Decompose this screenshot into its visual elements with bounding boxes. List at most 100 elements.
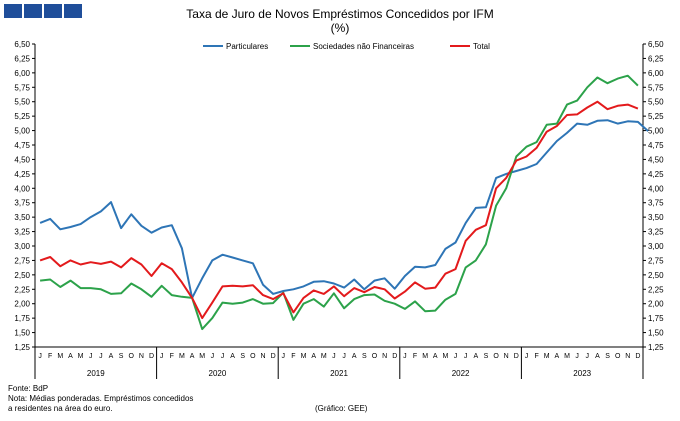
logo-block — [44, 4, 62, 18]
x-month-label: J — [99, 353, 103, 360]
x-month-label: M — [544, 353, 550, 360]
y-tick-label-left: 3,25 — [14, 228, 30, 237]
x-month-label: F — [291, 353, 295, 360]
x-month-label: F — [170, 353, 174, 360]
x-month-label: M — [442, 353, 448, 360]
footer-credit: (Gráfico: GEE) — [315, 404, 368, 413]
y-tick-label-right: 5,00 — [648, 127, 664, 136]
y-tick-label-right: 1,75 — [648, 314, 664, 323]
y-tick-label-left: 2,25 — [14, 285, 30, 294]
x-month-label: M — [57, 353, 63, 360]
x-month-label: M — [199, 353, 205, 360]
x-month-label: D — [635, 353, 640, 360]
x-month-label: J — [211, 353, 215, 360]
y-tick-label-left: 5,00 — [14, 127, 30, 136]
x-month-label: M — [422, 353, 428, 360]
x-month-label: J — [464, 353, 468, 360]
y-tick-label-right: 2,50 — [648, 271, 664, 280]
x-month-label: A — [109, 353, 114, 360]
x-month-label: J — [160, 353, 164, 360]
x-month-label: O — [250, 353, 256, 360]
y-tick-label-left: 6,25 — [14, 54, 30, 63]
x-month-label: N — [260, 353, 265, 360]
chart-series-lines — [39, 74, 649, 331]
y-tick-label-left: 2,50 — [14, 271, 30, 280]
x-month-label: M — [301, 353, 307, 360]
y-tick-label-left: 3,75 — [14, 199, 30, 208]
y-tick-label-left: 2,00 — [14, 300, 30, 309]
footer-note-line2: a residentes na área do euro. — [8, 404, 113, 413]
y-tick-label-right: 6,00 — [648, 69, 664, 78]
x-month-label: N — [625, 353, 630, 360]
y-tick-label-right: 1,25 — [648, 343, 664, 352]
y-tick-label-left: 2,75 — [14, 256, 30, 265]
y-tick-label-left: 3,00 — [14, 242, 30, 251]
x-month-label: N — [139, 353, 144, 360]
y-tick-label-right: 3,50 — [648, 213, 664, 222]
y-tick-label-left: 4,25 — [14, 170, 30, 179]
x-month-label: O — [615, 353, 621, 360]
x-month-label: D — [149, 353, 154, 360]
y-tick-label-left: 5,25 — [14, 112, 30, 121]
x-month-label: M — [78, 353, 84, 360]
legend-label: Particulares — [226, 42, 268, 51]
y-tick-label-right: 2,00 — [648, 300, 664, 309]
y-tick-label-right: 5,25 — [648, 112, 664, 121]
x-month-label: M — [321, 353, 327, 360]
x-month-label: J — [454, 353, 458, 360]
x-month-label: J — [282, 353, 286, 360]
x-year-label: 2023 — [573, 369, 591, 378]
x-month-label: J — [221, 353, 225, 360]
x-month-label: J — [403, 353, 407, 360]
series-line — [39, 100, 639, 320]
x-month-label: A — [230, 353, 235, 360]
x-month-label: J — [38, 353, 42, 360]
legend-label: Total — [473, 42, 490, 51]
y-tick-label-left: 1,50 — [14, 329, 30, 338]
chart-axes: 1,25 1,25 1,50 1,50 1,75 1,75 2,00 2,00 2,25 2,25… — [14, 40, 664, 379]
x-month-label: M — [179, 353, 185, 360]
logo-block — [4, 4, 22, 18]
footer-source: Fonte: BdP — [8, 384, 49, 393]
x-month-label: S — [240, 353, 245, 360]
x-month-label: J — [89, 353, 93, 360]
x-year-label: 2020 — [209, 369, 227, 378]
x-year-label: 2021 — [330, 369, 348, 378]
y-tick-label-right: 1,50 — [648, 329, 664, 338]
x-month-label: O — [129, 353, 135, 360]
x-month-label: A — [595, 353, 600, 360]
y-tick-label-right: 2,25 — [648, 285, 664, 294]
x-month-label: D — [271, 353, 276, 360]
x-month-label: A — [311, 353, 316, 360]
y-tick-label-left: 3,50 — [14, 213, 30, 222]
x-month-label: F — [534, 353, 538, 360]
y-tick-label-right: 6,50 — [648, 40, 664, 49]
x-month-label: A — [555, 353, 560, 360]
x-month-label: S — [605, 353, 610, 360]
y-tick-label-left: 4,00 — [14, 184, 30, 193]
x-month-label: A — [433, 353, 438, 360]
y-tick-label-right: 3,00 — [648, 242, 664, 251]
x-month-label: D — [514, 353, 519, 360]
x-month-label: A — [68, 353, 73, 360]
x-year-label: 2022 — [452, 369, 470, 378]
y-tick-label-right: 4,00 — [648, 184, 664, 193]
y-tick-label-right: 3,25 — [648, 228, 664, 237]
y-tick-label-left: 5,75 — [14, 83, 30, 92]
x-month-label: J — [525, 353, 529, 360]
x-month-label: S — [362, 353, 367, 360]
x-month-label: F — [413, 353, 417, 360]
y-tick-label-left: 6,50 — [14, 40, 30, 49]
x-month-label: O — [493, 353, 499, 360]
bdp-logo-icon — [4, 4, 82, 18]
y-tick-label-right: 4,50 — [648, 155, 664, 164]
x-month-label: F — [48, 353, 52, 360]
x-month-label: J — [342, 353, 346, 360]
x-month-label: O — [372, 353, 378, 360]
x-month-label: J — [575, 353, 579, 360]
x-month-label: J — [586, 353, 590, 360]
y-tick-label-left: 4,75 — [14, 141, 30, 150]
x-month-label: D — [392, 353, 397, 360]
chart-legend: Particulares Sociedades não Financeiras To… — [203, 42, 490, 51]
